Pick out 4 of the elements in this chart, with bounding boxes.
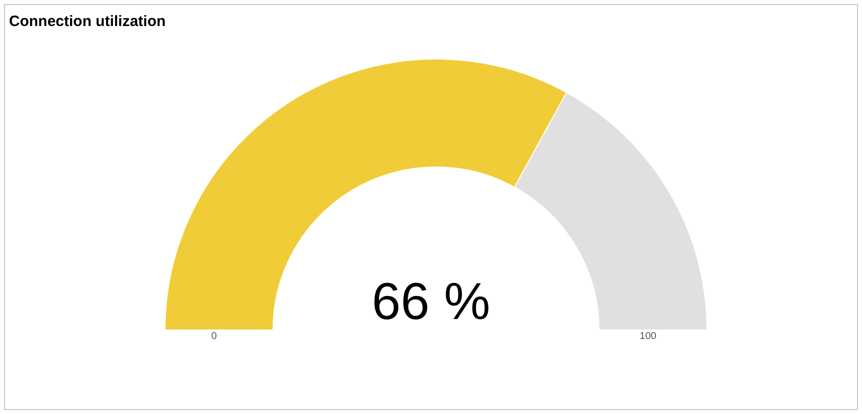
- text: 100: [640, 331, 657, 342]
- text: 0: [211, 331, 218, 342]
- chart-title: Connection utilization: [9, 13, 166, 30]
- data-label: 66 %: [372, 273, 490, 331]
